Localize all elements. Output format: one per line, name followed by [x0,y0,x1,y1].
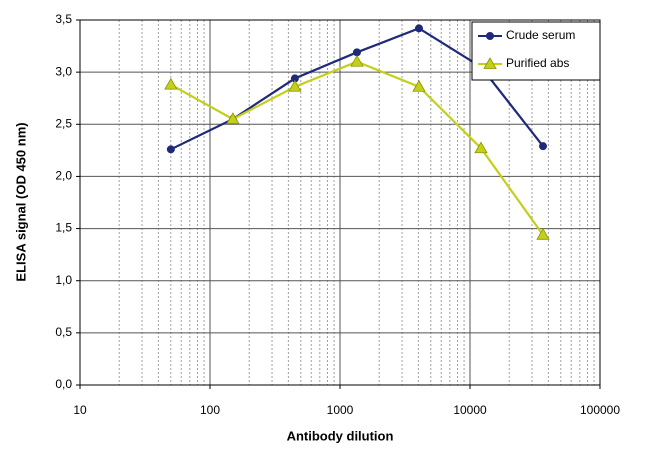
data-point [414,24,423,33]
x-tick-label: 100000 [580,403,620,417]
legend-box [471,21,601,81]
x-axis-title: Antibody dilution [287,428,394,443]
y-tick-label: 1,5 [55,221,72,235]
y-tick-label: 2,5 [55,116,72,130]
y-tick-label: 2,0 [55,169,72,183]
y-tick-label: 0,0 [55,377,72,391]
legend-marker [483,57,497,69]
data-point [226,112,240,124]
data-point [350,54,364,67]
data-point [474,141,488,154]
y-tick-label: 0,5 [55,325,72,339]
data-point [166,145,175,154]
y-tick-label: 3,0 [55,64,72,78]
data-point [412,79,426,92]
x-tick-label: 10 [73,403,87,417]
legend-label: Purified abs [506,56,569,70]
y-tick-label: 1,0 [55,273,72,287]
x-tick-label: 1000 [327,403,354,417]
data-point [164,77,178,90]
legend-label: Crude serum [506,28,575,42]
data-point [288,79,302,92]
x-tick-label: 10000 [453,403,487,417]
data-point [536,228,550,240]
x-tick-label: 100 [200,403,220,417]
y-tick-label: 3,5 [55,12,72,26]
plot-border [79,19,601,386]
data-point [290,74,299,83]
y-axis-title: ELISA signal (OD 450 nm) [13,122,28,281]
data-point [352,48,361,57]
legend-marker [486,32,494,40]
data-point [539,142,548,151]
